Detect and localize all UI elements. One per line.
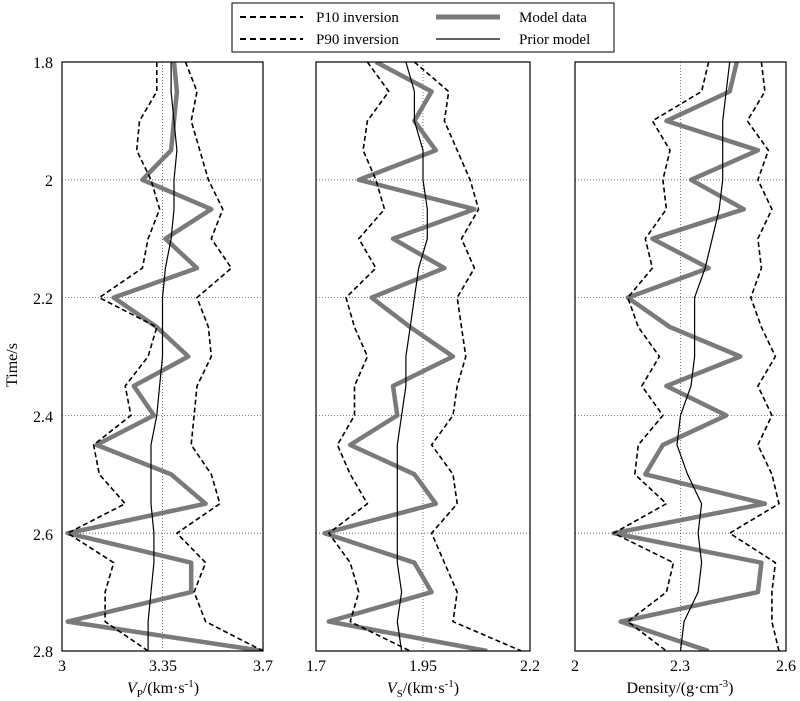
x-tick-label: 2.3 [670,658,690,675]
x-axis-label-close: ) [194,680,199,697]
series-line-prior-model [147,62,178,651]
x-axis-label-subscript: S [397,688,403,700]
panel-vs: 1.7 1.95 2.2 VS/(km·s-1) [306,61,540,700]
series-line-p10-inversion [66,62,161,651]
series-line-p90-inversion [413,62,522,651]
legend-label-p90: P90 inversion [316,32,399,48]
x-axis-label: VP/(km·s-1) [127,678,199,700]
x-axis-label-main: V [387,680,399,697]
x-tick-label: 1.95 [409,658,437,675]
x-tick-label: 2 [571,658,579,675]
x-tick-label: 3.35 [149,658,177,675]
x-tick-label: 2.6 [776,658,796,675]
panel-density: 2 2.3 2.6 Density/(g·cm-3) [571,61,796,697]
legend-label-p10: P10 inversion [316,10,399,26]
panel-frame [61,61,264,652]
panel-series [322,62,522,651]
y-tick-label: 2.2 [33,291,53,308]
x-axis-label-unit: /(km·s [403,680,445,697]
legend-label-model: Model data [519,10,587,26]
x-axis-label-close: ) [728,680,733,697]
x-axis-label-main: V [127,680,139,697]
y-tick-labels: 1.8 2 2.2 2.4 2.6 2.8 [33,55,53,661]
x-axis-label: Density/(g·cm-3) [627,678,734,697]
legend-label-prior: Prior model [519,32,590,48]
series-line-model-data [611,62,768,651]
series-line-model-data [322,62,488,651]
x-axis-label-exponent: -1 [445,678,454,690]
x-axis-label-main: Density/(g·cm [627,680,720,697]
legend: P10 inversion P90 inversion Model data P… [231,2,615,53]
x-tick-label: 3.7 [253,658,273,675]
y-axis-label: Time/s [4,343,21,387]
series-line-p90-inversion [176,62,263,651]
series-line-p90-inversion [728,62,780,651]
x-tick-label: 2.2 [520,658,540,675]
y-tick-label: 1.8 [33,55,53,72]
panel-vp: 3 3.35 3.7 VP/(km·s-1) [58,61,273,700]
y-tick-label: 2.6 [33,527,53,544]
panel-series [611,62,780,651]
series-line-p10-inversion [327,62,411,651]
panel-frame [315,61,531,652]
x-axis-label-unit: /(km·s [143,680,185,697]
series-line-prior-model [396,62,428,651]
x-axis-label: VS/(km·s-1) [387,678,459,700]
y-tick-label: 2.4 [33,409,53,426]
panel-frame [574,61,787,652]
x-axis-label-subscript: P [137,688,143,700]
x-axis-label-exponent: -1 [185,678,194,690]
y-tick-label: 2 [45,173,53,190]
panel-series [65,62,263,651]
x-tick-label: 3 [58,658,66,675]
x-axis-label-close: ) [454,680,459,697]
series-line-model-data [65,62,263,651]
panel-grid [316,62,530,651]
series-line-p10-inversion [612,62,710,651]
x-tick-label: 1.7 [306,658,326,675]
series-line-prior-model [676,62,731,651]
x-axis-label-exponent: -3 [719,678,729,690]
y-tick-label: 2.8 [33,644,53,661]
legend-box [231,2,615,53]
